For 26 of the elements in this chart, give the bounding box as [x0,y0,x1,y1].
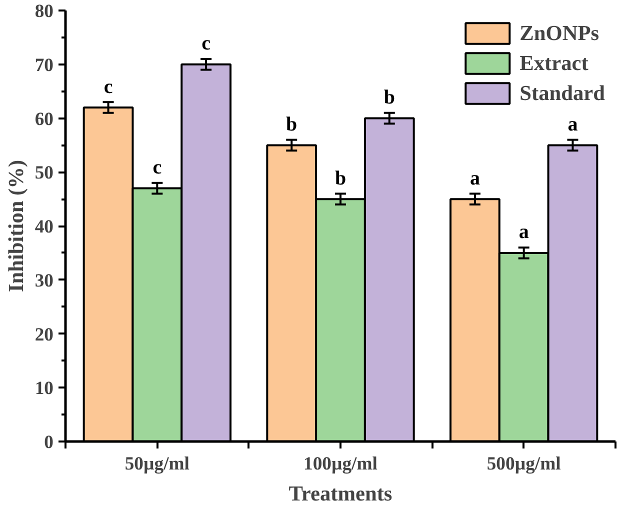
data-label: a [518,221,529,244]
y-tick-label: 10 [34,378,54,400]
legend-label: Extract [520,50,588,76]
data-label: b [384,86,395,109]
y-axis-title: Inhibition (%) [4,160,28,292]
x-tick-label: 100µg/ml [304,454,378,474]
y-tick-label: 50 [34,162,54,184]
y-tick-label: 30 [34,270,54,292]
legend-label: Standard [520,80,605,106]
legend-label: ZnONPs [520,20,600,46]
data-label: c [104,76,113,98]
y-tick-label: 20 [34,324,54,346]
y-tick-label: 0 [44,432,54,453]
x-tick-label: 500µg/ml [486,454,561,474]
y-tick-label: 70 [34,54,54,76]
data-label: a [568,113,578,136]
x-axis-title: Treatments [288,482,392,506]
data-label: b [286,113,298,136]
x-tick-label: 50µg/ml [124,454,190,474]
data-label: c [152,156,162,179]
data-label: c [202,32,211,55]
data-label: b [334,167,346,190]
y-tick-label: 40 [34,216,54,238]
data-label: a [470,167,480,190]
y-tick-label: 80 [34,1,54,22]
y-tick-label: 60 [34,108,54,130]
